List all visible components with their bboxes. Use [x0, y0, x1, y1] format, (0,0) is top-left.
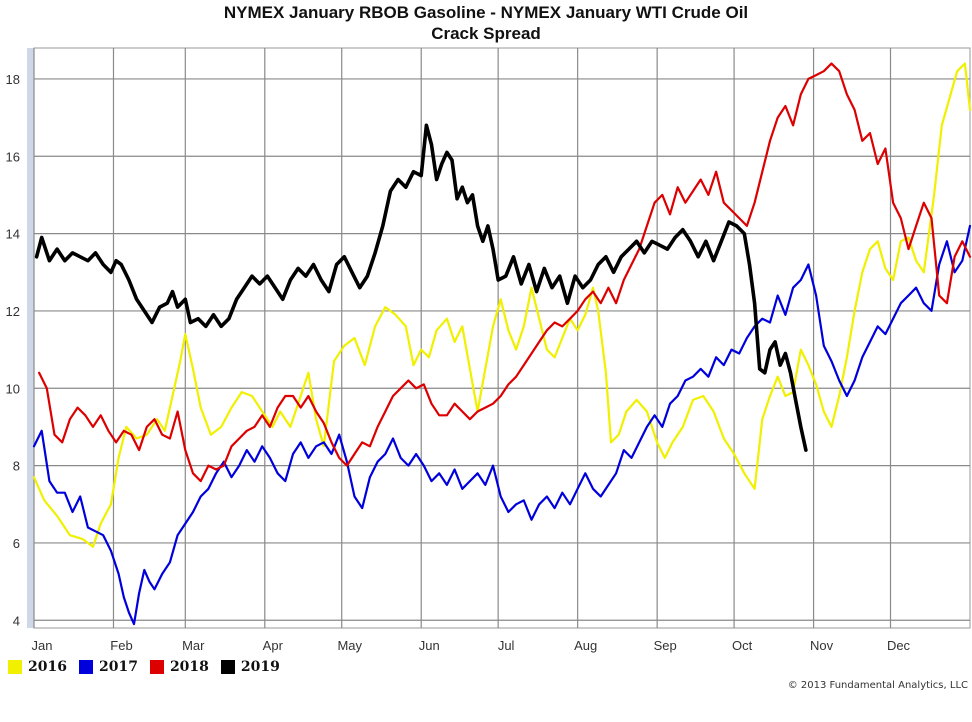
y-tick-label: 14: [6, 227, 20, 242]
x-axis-ticks: Jan Feb Mar Apr May Jun Jul Aug Sep Oct Nov Dec: [32, 638, 911, 653]
legend-label-2019: 2019: [240, 659, 280, 675]
x-tick-label: May: [337, 638, 362, 653]
series-line-2017: [32, 224, 972, 626]
x-tick-label: Jun: [419, 638, 440, 653]
legend-label-2016: 2016: [28, 659, 67, 675]
x-tick-label: Jul: [498, 638, 515, 653]
x-tick-label: Oct: [732, 638, 753, 653]
y-tick-label: 10: [6, 381, 20, 396]
legend-swatch-2017: [78, 660, 93, 674]
series-lines: [32, 62, 972, 626]
y-tick-label: 12: [6, 304, 20, 319]
x-tick-label: Sep: [654, 638, 677, 653]
x-tick-label: Aug: [574, 638, 597, 653]
chart-title-line-2: Crack Spread: [431, 24, 541, 43]
series-line-2018: [38, 62, 972, 483]
y-tick-label: 18: [6, 72, 20, 87]
plot-left-strip: [27, 48, 34, 628]
y-tick-label: 16: [6, 149, 20, 164]
x-tick-label: Nov: [810, 638, 834, 653]
legend-swatch-2019: [220, 660, 235, 674]
legend-item-2019[interactable]: 2019: [220, 659, 280, 675]
series-line-2016: [32, 62, 972, 548]
y-axis-ticks: 4 6 8 10 12 14 16 18: [6, 72, 20, 628]
x-tick-label: Jan: [32, 638, 53, 653]
legend-label-2017: 2017: [98, 659, 138, 675]
y-tick-label: 4: [13, 613, 20, 628]
x-tick-label: Dec: [887, 638, 911, 653]
series-line-2019: [34, 123, 808, 452]
legend-item-2017[interactable]: 2017: [78, 659, 138, 675]
grid-lines: [33, 47, 971, 629]
chart-title: NYMEX January RBOB Gasoline - NYMEX Janu…: [0, 2, 972, 44]
y-tick-label: 8: [13, 459, 20, 474]
x-tick-label: Apr: [263, 638, 284, 653]
plot-frame: [33, 47, 971, 629]
legend-label-2018: 2018: [169, 659, 209, 675]
chart-title-line-1: NYMEX January RBOB Gasoline - NYMEX Janu…: [223, 3, 749, 22]
legend-item-2018[interactable]: 2018: [149, 659, 209, 675]
legend-item-2016[interactable]: 2016: [8, 659, 67, 675]
legend-swatch-2016: [8, 660, 22, 674]
legend-swatch-2018: [149, 660, 164, 674]
y-tick-label: 6: [13, 536, 20, 551]
legend: 2016 2017 2018 2019: [8, 657, 292, 677]
x-tick-label: Feb: [110, 638, 132, 653]
x-tick-label: Mar: [182, 638, 205, 653]
copyright-text: © 2013 Fundamental Analytics, LLC: [787, 680, 968, 691]
